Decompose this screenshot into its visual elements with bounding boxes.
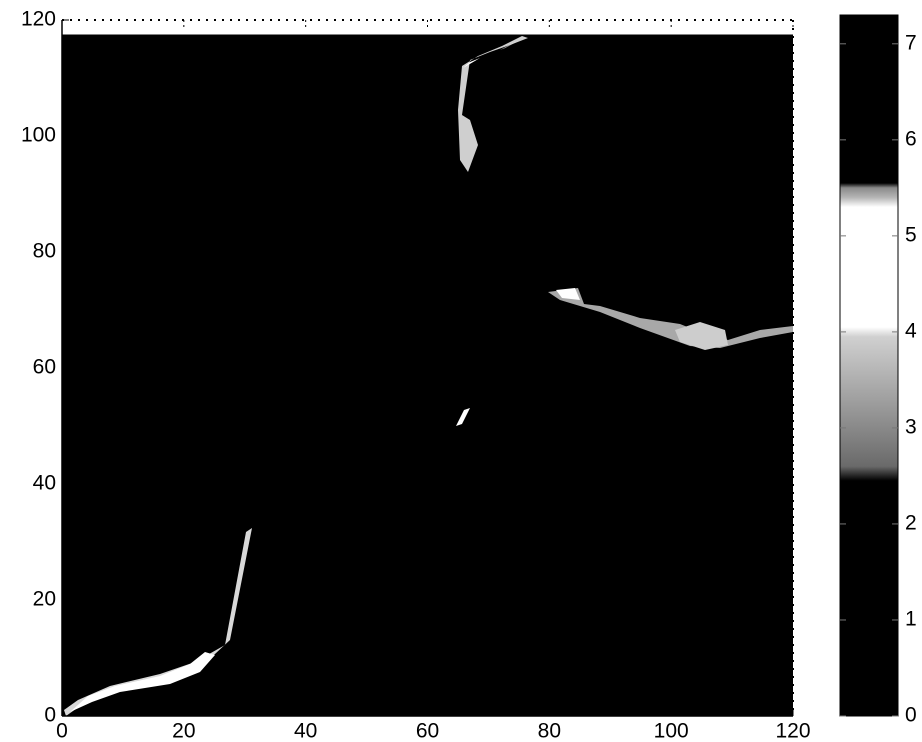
colorbar-tick-label: 6 <box>905 127 917 150</box>
y-tick-label: 100 <box>21 124 56 147</box>
x-tick-label: 120 <box>775 720 810 742</box>
y-tick-label: 0 <box>44 704 56 727</box>
y-tick-label: 20 <box>33 588 56 611</box>
colorbar-tick-label: 1 <box>905 608 917 631</box>
y-tick-label: 60 <box>33 356 56 379</box>
y-tick-label: 40 <box>33 472 56 495</box>
x-tick-label: 20 <box>172 720 195 742</box>
colorbar-tick-label: 4 <box>905 319 917 342</box>
image-features <box>64 36 793 716</box>
x-tick-label: 60 <box>416 720 439 742</box>
colorbar-tick-label: 7 <box>905 31 917 54</box>
colorbar-tick-label: 0 <box>905 704 917 727</box>
y-tick-label: 80 <box>33 240 56 263</box>
x-tick-label: 100 <box>654 720 689 742</box>
colorbar-tick-label: 2 <box>905 511 917 534</box>
colorbar <box>839 14 899 717</box>
x-tick-label: 0 <box>56 720 68 742</box>
y-tick-label: 120 <box>21 8 56 31</box>
colorbar-tick-label: 5 <box>905 223 917 246</box>
x-tick-label: 80 <box>538 720 561 742</box>
x-tick-label: 40 <box>294 720 317 742</box>
image-background <box>62 34 793 716</box>
colorbar-tick-label: 3 <box>905 415 917 438</box>
